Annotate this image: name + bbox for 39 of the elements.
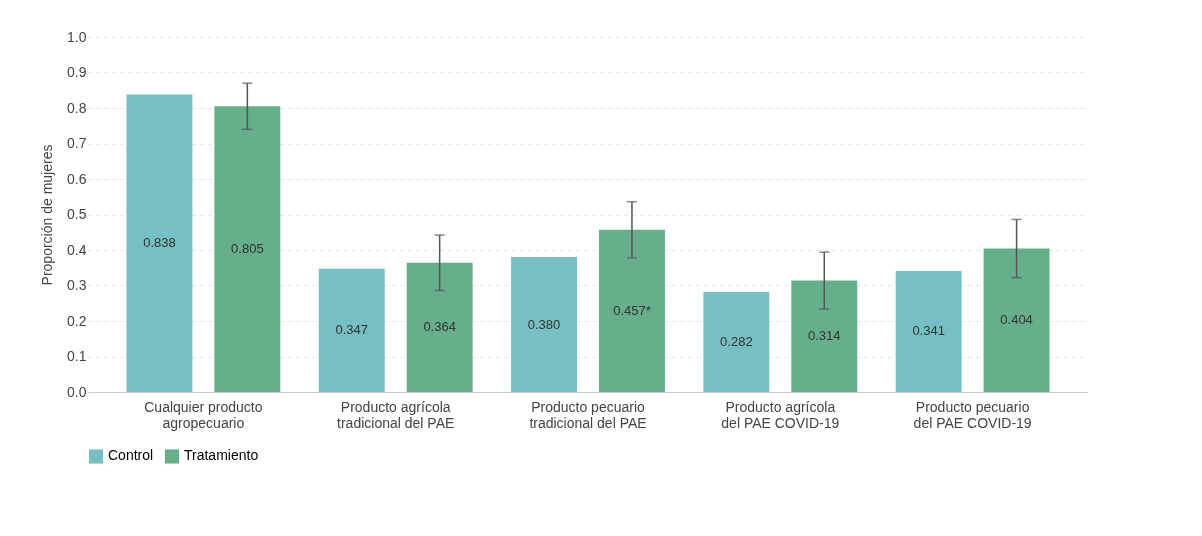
bar	[318, 268, 385, 392]
bar	[598, 229, 665, 392]
data-label: 0.404	[1000, 312, 1033, 328]
y-tick-label: 1.0	[67, 28, 87, 45]
y-tick-label: 0.4	[67, 241, 87, 258]
y-axis-title: Proporción de mujeres	[39, 144, 56, 286]
y-tick-label: 0.2	[67, 312, 87, 329]
y-tick-label: 0.6	[67, 170, 87, 187]
y-tick-label: 0.9	[67, 64, 87, 80]
data-label: 0.282	[720, 333, 753, 349]
data-label: 0.347	[335, 322, 369, 338]
x-tick-label: Producto agrícola del PAE COVID-19	[721, 398, 840, 431]
y-tick-label: 0.1	[67, 348, 87, 364]
bar	[983, 248, 1050, 392]
data-label: 0.838	[143, 235, 176, 251]
data-label: 0.380	[527, 316, 561, 332]
y-tick-label: 0.5	[67, 206, 87, 222]
data-label: 0.314	[807, 328, 841, 344]
bar	[895, 270, 962, 392]
y-tick-label: 0.8	[67, 99, 87, 116]
bar	[791, 280, 858, 392]
legend-label: Tratamiento	[184, 447, 259, 464]
x-tick-label: Cualquier producto agropecuario	[144, 398, 263, 431]
data-label: 0.364	[423, 319, 456, 335]
x-tick-label: Producto pecuario del PAE COVID-19	[913, 398, 1032, 431]
bar	[703, 291, 770, 392]
y-tick-label: 0.7	[67, 135, 87, 151]
data-label: 0.805	[231, 241, 264, 257]
x-tick-label: Producto agrícola tradicional del PAE	[337, 398, 455, 431]
data-label: 0.457*	[613, 302, 651, 318]
bar	[126, 94, 193, 392]
bar	[406, 262, 473, 392]
legend-label: Control	[108, 447, 154, 464]
y-tick-label: 0.3	[67, 277, 87, 293]
data-label: 0.341	[912, 323, 945, 339]
x-tick-label: Producto pecuario tradicional del PAE	[529, 398, 647, 431]
bar	[214, 106, 281, 392]
y-tick-label: 0.0	[67, 383, 87, 400]
bar	[511, 257, 578, 392]
